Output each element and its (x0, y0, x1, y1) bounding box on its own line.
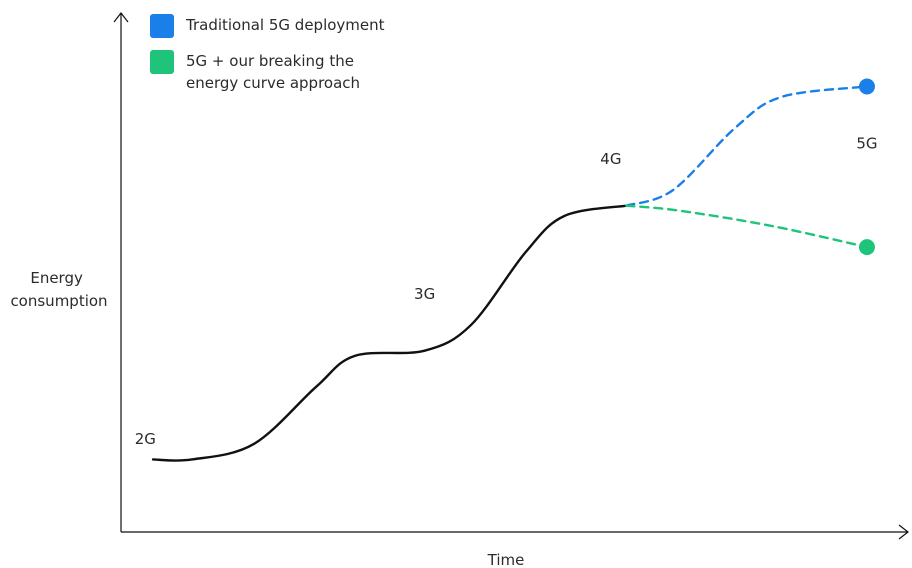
series-line-traditional-5g-deployment (625, 85, 869, 207)
legend-label: Traditional 5G deployment (186, 16, 385, 34)
legend-swatch-blue (150, 14, 174, 38)
generation-label-5g: 5G (856, 135, 877, 153)
legend-swatch-green (150, 50, 174, 74)
x-axis-arrow (898, 524, 909, 540)
x-axis-label: Time (487, 551, 525, 568)
generation-label-4g: 4G (600, 150, 621, 168)
series-line-5g-our-breaking-the-energy-curve-approach (625, 204, 869, 249)
series-end-marker-traditional-5g-deployment (858, 78, 875, 95)
series-layer (151, 78, 875, 462)
y-axis-arrow (113, 12, 129, 23)
legend: Traditional 5G deployment 5G + our break… (150, 14, 386, 106)
legend-label: 5G + our breaking the energy curve appro… (186, 52, 361, 92)
legend-item-breaking-curve: 5G + our breaking the energy curve appro… (150, 50, 386, 94)
legend-item-traditional: Traditional 5G deployment (150, 14, 386, 38)
y-axis-label: Energy consumption (10, 269, 107, 310)
series-line-history-0 (151, 204, 628, 462)
series-end-marker-5g-our-breaking-the-energy-curve-approach (858, 239, 875, 256)
axes (113, 12, 909, 540)
generation-labels: 2G 3G 4G 5G (135, 135, 878, 448)
generation-label-2g: 2G (135, 430, 156, 448)
generation-label-3g: 3G (414, 285, 435, 303)
